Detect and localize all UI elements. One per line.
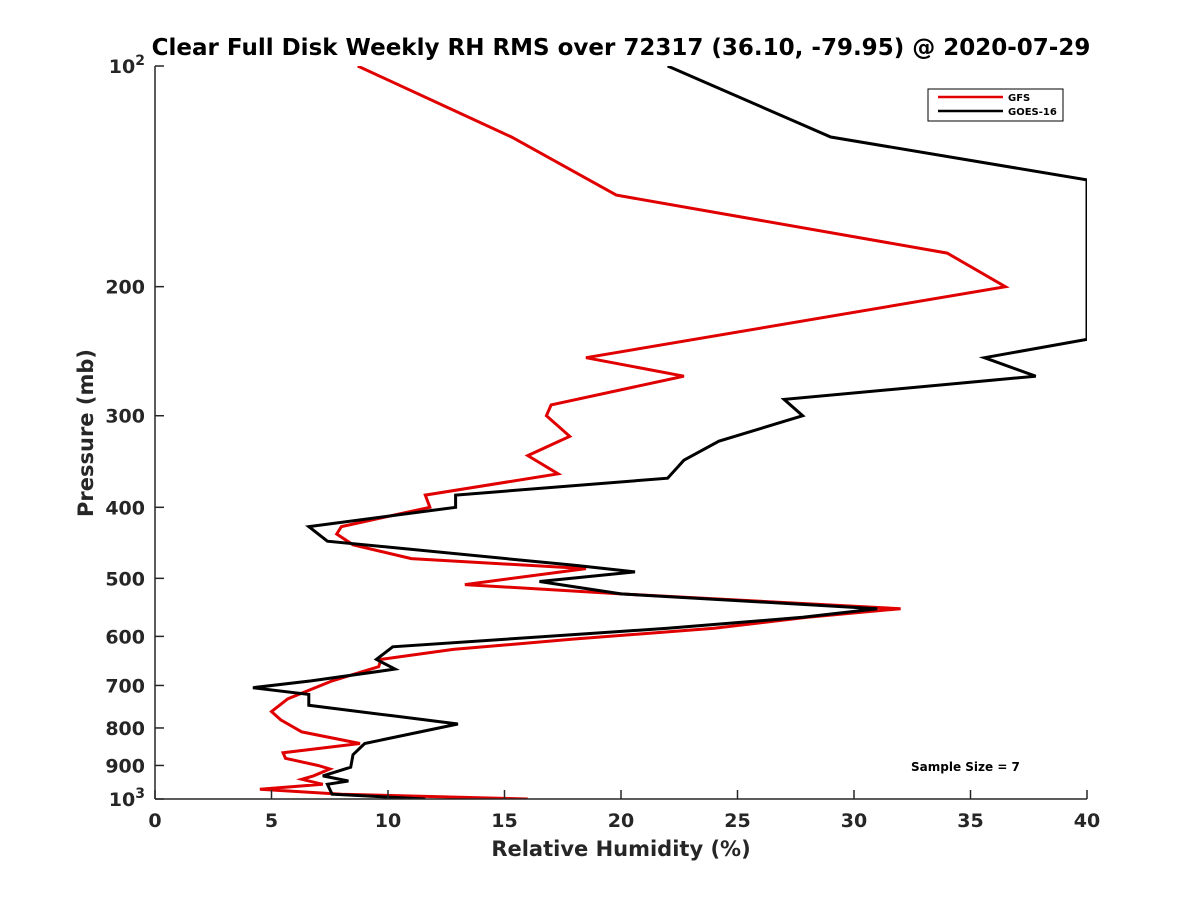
x-tick-label: 20 — [608, 810, 634, 832]
y-tick-label: 600 — [105, 626, 145, 648]
y-tick-label: 102 — [109, 53, 145, 78]
x-tick-label: 0 — [148, 810, 161, 832]
x-tick-label: 40 — [1074, 810, 1100, 832]
x-ticks: 0 5 10 15 20 25 30 35 40 — [148, 790, 1100, 832]
y-tick-label: 900 — [105, 755, 145, 777]
x-axis-label: Relative Humidity (%) — [491, 837, 750, 861]
legend-box — [927, 88, 1064, 122]
legend-label-gfs: GFS — [1008, 93, 1030, 104]
x-tick-label: 5 — [265, 810, 278, 832]
series-layer — [252, 66, 1087, 799]
x-tick-label: 30 — [841, 810, 867, 832]
series-line-goes16 — [252, 66, 1087, 799]
y-axis-label: Pressure (mb) — [74, 349, 98, 517]
x-tick-label: 35 — [957, 810, 983, 832]
x-tick-label: 10 — [375, 810, 401, 832]
legend: GFS GOES-16 — [927, 88, 1064, 122]
y-tick-label: 800 — [105, 718, 145, 740]
x-tick-label: 15 — [491, 810, 517, 832]
sample-size-note: Sample Size = 7 — [911, 760, 1020, 774]
x-tick-label: 25 — [724, 810, 750, 832]
legend-label-goes16: GOES-16 — [1008, 107, 1057, 118]
y-tick-label: 400 — [105, 497, 145, 519]
y-tick-label: 300 — [105, 406, 145, 428]
y-tick-label: 200 — [105, 277, 145, 299]
y-tick-label: 500 — [105, 568, 145, 590]
y-tick-label: 700 — [105, 675, 145, 697]
chart-title: Clear Full Disk Weekly RH RMS over 72317… — [152, 35, 1091, 61]
